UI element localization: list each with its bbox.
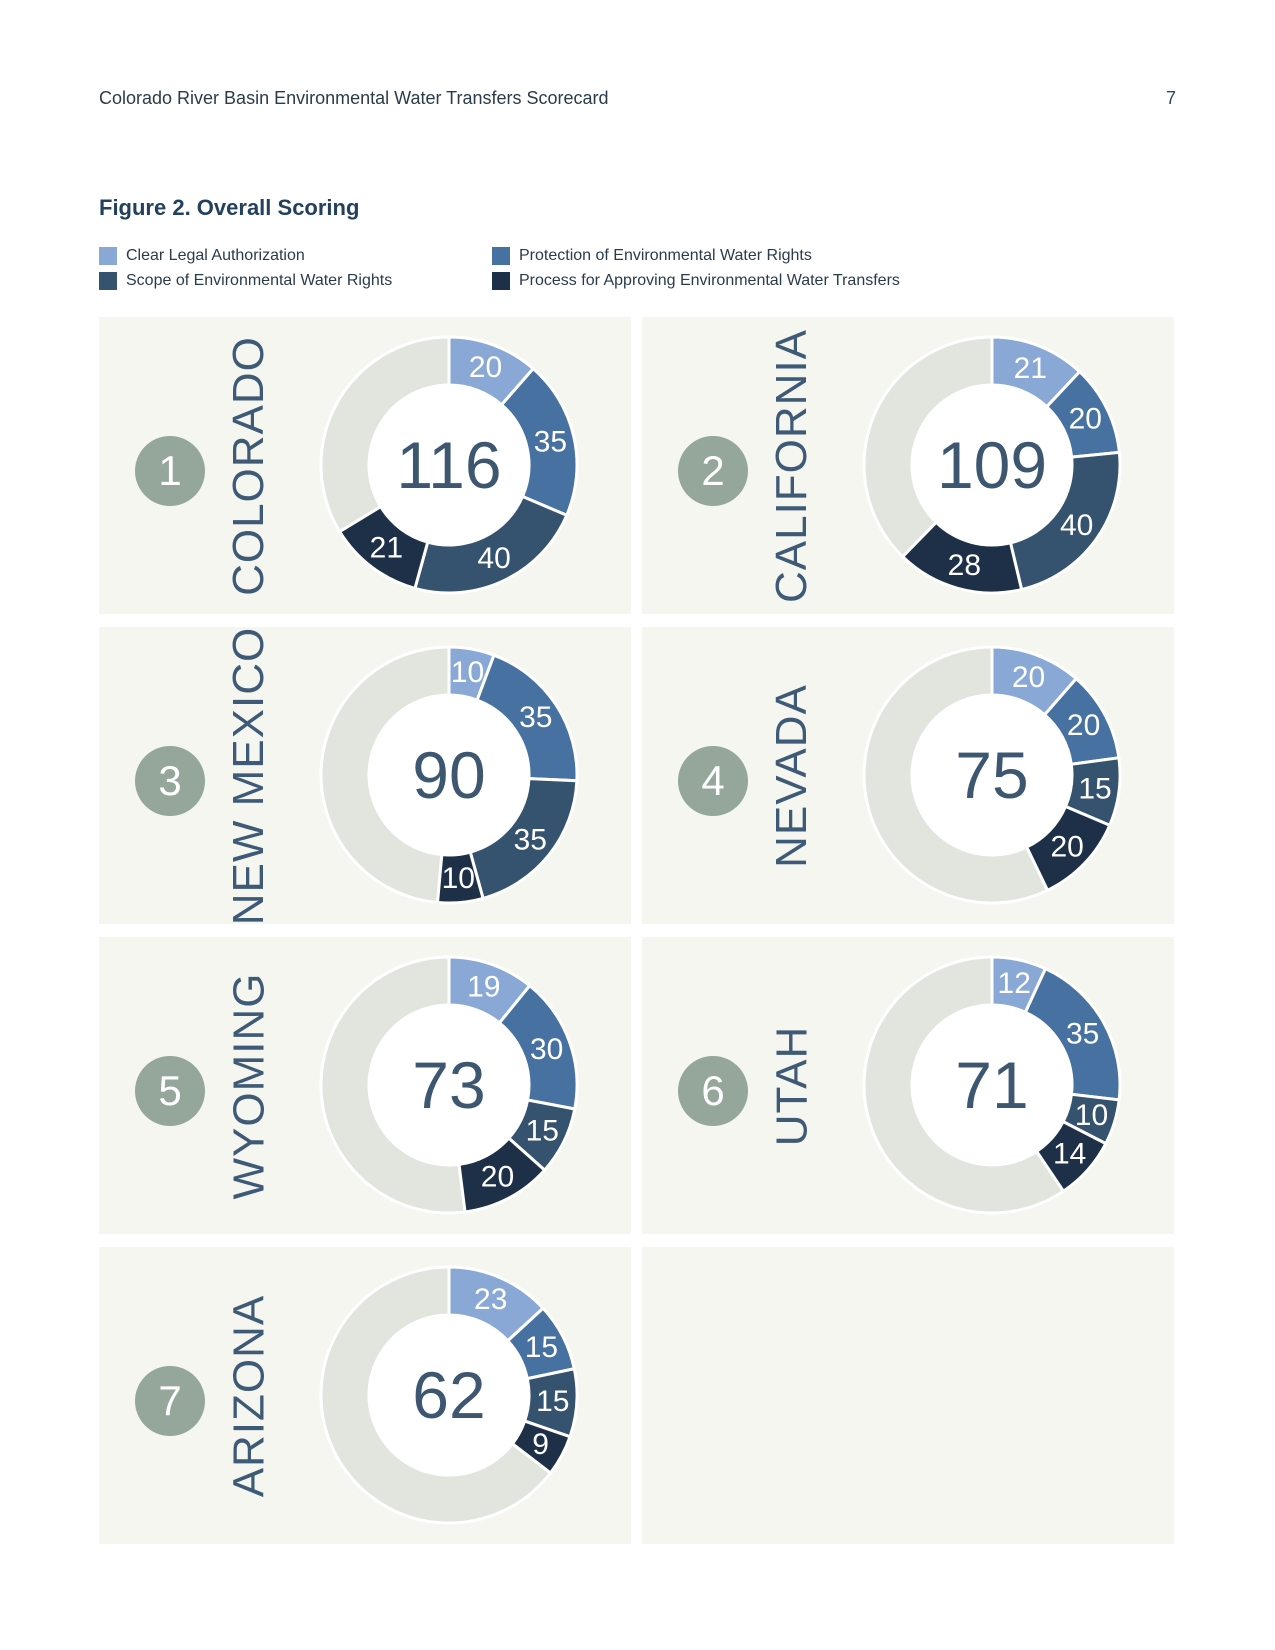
state-name-wrap: ARIZONA bbox=[209, 1267, 289, 1524]
segment-value-label: 20 bbox=[1069, 403, 1102, 436]
state-panel: 2 CALIFORNIA 21 20 40 28 109 bbox=[642, 317, 1174, 614]
rank-badge: 3 bbox=[135, 746, 205, 816]
empty-panel bbox=[642, 1247, 1174, 1544]
segment-value-label: 21 bbox=[370, 532, 403, 565]
state-name-wrap: WYOMING bbox=[209, 957, 289, 1214]
segment-value-label: 14 bbox=[1053, 1138, 1086, 1171]
legend-item-scope: Scope of Environmental Water Rights bbox=[99, 272, 392, 290]
segment-value-label: 30 bbox=[530, 1033, 563, 1066]
donut-chart: 21 20 40 28 109 bbox=[862, 335, 1122, 595]
legend-swatch bbox=[492, 272, 510, 290]
segment-value-label: 10 bbox=[451, 656, 484, 689]
donut-chart: 23 15 15 9 62 bbox=[319, 1265, 579, 1525]
legend-swatch bbox=[492, 247, 510, 265]
segment-value-label: 21 bbox=[1014, 352, 1047, 385]
donut-chart: 20 20 15 20 75 bbox=[862, 645, 1122, 905]
total-score: 116 bbox=[396, 428, 501, 502]
legend-label: Scope of Environmental Water Rights bbox=[126, 272, 393, 289]
legend-label: Protection of Environmental Water Rights bbox=[519, 247, 812, 264]
segment-value-label: 15 bbox=[1078, 772, 1111, 805]
segment-value-label: 28 bbox=[948, 549, 981, 582]
state-name: WYOMING bbox=[224, 972, 274, 1199]
state-name: UTAH bbox=[767, 1025, 817, 1146]
segment-value-label: 15 bbox=[526, 1114, 559, 1147]
donut-segment bbox=[457, 1136, 547, 1214]
state-name-wrap: NEW MEXICO bbox=[209, 626, 289, 924]
total-score: 75 bbox=[955, 738, 1028, 812]
state-name: NEVADA bbox=[767, 683, 816, 868]
total-score: 71 bbox=[955, 1048, 1028, 1122]
donut-chart: 12 35 10 14 71 bbox=[862, 955, 1122, 1215]
segment-value-label: 20 bbox=[1012, 661, 1045, 694]
rank-badge: 1 bbox=[135, 436, 205, 506]
donut-center bbox=[369, 695, 529, 855]
state-panel: 6 UTAH 12 35 10 14 71 bbox=[642, 937, 1174, 1234]
segment-value-label: 10 bbox=[442, 862, 475, 895]
donut-center bbox=[912, 1005, 1072, 1165]
segment-value-label: 20 bbox=[1050, 830, 1083, 863]
donut-center bbox=[369, 385, 529, 545]
donut-chart: 10 35 35 10 90 bbox=[319, 645, 579, 905]
state-panel: 3 NEW MEXICO 10 35 35 10 90 bbox=[99, 626, 631, 925]
page-number: 7 bbox=[1165, 88, 1176, 108]
state-name: COLORADO bbox=[224, 335, 274, 596]
segment-value-label: 23 bbox=[474, 1283, 507, 1316]
legend-item-process: Process for Approving Environmental Wate… bbox=[492, 272, 900, 290]
state-panel: 4 NEVADA 20 20 15 20 75 bbox=[642, 627, 1174, 924]
state-name: NEW MEXICO bbox=[224, 626, 274, 925]
total-score: 73 bbox=[412, 1048, 485, 1122]
segment-value-label: 35 bbox=[534, 425, 567, 458]
legend-swatch bbox=[99, 247, 117, 265]
segment-value-label: 12 bbox=[998, 967, 1031, 1000]
rank-badge: 2 bbox=[678, 436, 748, 506]
segment-value-label: 35 bbox=[1066, 1018, 1099, 1051]
total-score: 62 bbox=[412, 1358, 485, 1432]
donut-center bbox=[912, 385, 1072, 545]
donut-chart: 19 30 15 20 73 bbox=[319, 955, 579, 1215]
segment-value-label: 20 bbox=[469, 351, 502, 384]
state-name: CALIFORNIA bbox=[767, 328, 817, 603]
segment-value-label: 15 bbox=[525, 1331, 558, 1364]
state-name-wrap: UTAH bbox=[752, 957, 832, 1214]
donut-center bbox=[369, 1315, 529, 1475]
rank-badge: 4 bbox=[678, 746, 748, 816]
total-score: 90 bbox=[412, 738, 485, 812]
segment-value-label: 35 bbox=[519, 701, 552, 734]
legend-item-protection: Protection of Environmental Water Rights bbox=[492, 247, 812, 265]
segment-value-label: 20 bbox=[481, 1161, 514, 1194]
legend-label: Clear Legal Authorization bbox=[126, 247, 305, 264]
donut-center bbox=[369, 1005, 529, 1165]
state-name-wrap: COLORADO bbox=[209, 335, 289, 596]
donut-chart: 20 35 40 21 116 bbox=[319, 335, 579, 595]
legend-swatch bbox=[99, 272, 117, 290]
state-panel: 5 WYOMING 19 30 15 20 73 bbox=[99, 937, 631, 1234]
segment-value-label: 15 bbox=[536, 1385, 569, 1418]
total-score: 109 bbox=[937, 428, 1047, 502]
legend: Clear Legal Authorization Protection of … bbox=[99, 247, 999, 297]
rank-badge: 7 bbox=[135, 1366, 205, 1436]
segment-value-label: 9 bbox=[532, 1428, 549, 1461]
state-name-wrap: CALIFORNIA bbox=[752, 328, 832, 602]
rank-badge: 5 bbox=[135, 1056, 205, 1126]
legend-label: Process for Approving Environmental Wate… bbox=[519, 272, 900, 289]
donut-center bbox=[912, 695, 1072, 855]
state-panel: 7 ARIZONA 23 15 15 9 62 bbox=[99, 1247, 631, 1544]
figure-title: Figure 2. Overall Scoring bbox=[99, 195, 360, 220]
segment-value-label: 40 bbox=[477, 542, 510, 575]
rank-badge: 6 bbox=[678, 1056, 748, 1126]
segment-value-label: 19 bbox=[467, 970, 500, 1003]
state-name: ARIZONA bbox=[224, 1294, 274, 1497]
segment-value-label: 40 bbox=[1060, 509, 1093, 542]
state-panel: 1 COLORADO 20 35 40 21 116 bbox=[99, 317, 631, 614]
state-name-wrap: NEVADA bbox=[752, 647, 832, 904]
segment-value-label: 10 bbox=[1075, 1099, 1108, 1132]
segment-value-label: 20 bbox=[1067, 709, 1100, 742]
document-title: Colorado River Basin Environmental Water… bbox=[99, 88, 609, 108]
segment-value-label: 35 bbox=[514, 823, 547, 856]
legend-item-clear-legal-authorization: Clear Legal Authorization bbox=[99, 247, 305, 265]
